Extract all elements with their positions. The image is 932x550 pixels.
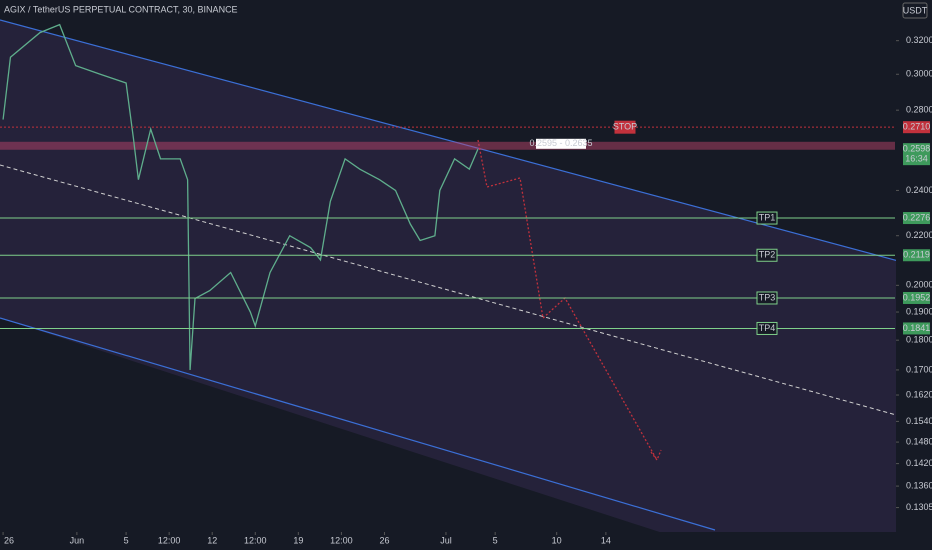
x-tick-label: 12:00 xyxy=(244,535,267,545)
x-tick-label: 5 xyxy=(124,535,129,545)
last-price: 0.2598 xyxy=(903,144,931,154)
channel-fill xyxy=(0,20,932,550)
level-price-tag xyxy=(903,212,930,225)
level-tag xyxy=(756,248,778,262)
y-tick-label: 0.1360 xyxy=(906,480,932,490)
currency[interactable]: USDT xyxy=(903,5,928,15)
y-tick-label: 0.2400 xyxy=(906,185,932,195)
level-name: TP4 xyxy=(759,323,776,333)
level-price-tag xyxy=(903,249,930,262)
x-tick-label: 5 xyxy=(493,535,498,545)
level-price: 0.2276 xyxy=(903,212,931,222)
projection-arrow xyxy=(650,449,662,462)
level-tag xyxy=(756,211,778,225)
zone-label: 0.2595 - 0.2635 xyxy=(529,138,592,148)
y-tick-label: 0.1305 xyxy=(906,502,932,512)
zone xyxy=(0,141,895,150)
y-tick-label: 0.1540 xyxy=(906,416,932,426)
y-tick-label: 0.3000 xyxy=(906,69,932,79)
x-tick-label: 12:00 xyxy=(158,535,181,545)
y-tick-label: 0.2200 xyxy=(906,230,932,240)
x-tick-label: 19 xyxy=(293,535,303,545)
level-price-tag xyxy=(903,291,930,304)
y-tick-label: 0.1800 xyxy=(906,335,932,345)
level-name: TP3 xyxy=(759,292,776,302)
y-tick-label: 0.1420 xyxy=(906,458,932,468)
y-tick-label: 0.1480 xyxy=(906,436,932,446)
y-tick-label: 0.3200 xyxy=(906,35,932,45)
x-tick-label: Jun xyxy=(70,535,85,545)
level-price: 0.1952 xyxy=(903,292,931,302)
x-tick-label: 26 xyxy=(4,535,14,545)
time-axis xyxy=(0,532,896,550)
x-tick-label: 26 xyxy=(379,535,389,545)
chart-title: AGIX / TetherUS PERPETUAL CONTRACT, 30, … xyxy=(4,4,238,14)
level-price-tag xyxy=(903,121,930,134)
x-tick-label: 14 xyxy=(601,535,611,545)
price-axis xyxy=(896,0,932,550)
level-name: STOP xyxy=(613,122,637,132)
x-tick-label: 12:00 xyxy=(330,535,353,545)
level-price-tag xyxy=(903,322,930,335)
projection xyxy=(477,139,658,461)
level-price: 0.2710 xyxy=(903,122,931,132)
x-tick-label: 10 xyxy=(552,535,562,545)
last-price-tag xyxy=(903,143,930,166)
zone-tag xyxy=(536,138,586,149)
x-tick-label: 12 xyxy=(207,535,217,545)
level-tag xyxy=(614,120,636,134)
channel-upper xyxy=(0,19,932,271)
y-tick-label: 0.1620 xyxy=(906,389,932,399)
x-tick-label: Jul xyxy=(440,535,452,545)
level-tag xyxy=(756,291,778,305)
y-tick-label: 0.1700 xyxy=(906,364,932,374)
level-price: 0.2119 xyxy=(903,250,930,260)
currency-box[interactable] xyxy=(902,2,928,19)
plot: STOP TP1 TP2 TP3 TP4 xyxy=(0,23,895,370)
level-name: TP2 xyxy=(759,250,776,260)
level-tag xyxy=(756,321,778,335)
channel-lower xyxy=(0,317,716,531)
countdown: 16:34 xyxy=(905,154,928,164)
level-name: TP1 xyxy=(759,212,776,222)
y-tick-label: 0.2000 xyxy=(906,280,932,290)
channel-mid xyxy=(0,164,932,426)
y-tick-label: 0.1900 xyxy=(906,306,932,316)
level-price: 0.1841 xyxy=(903,323,931,333)
y-tick-label: 0.2800 xyxy=(906,105,932,115)
price-line xyxy=(2,23,479,370)
